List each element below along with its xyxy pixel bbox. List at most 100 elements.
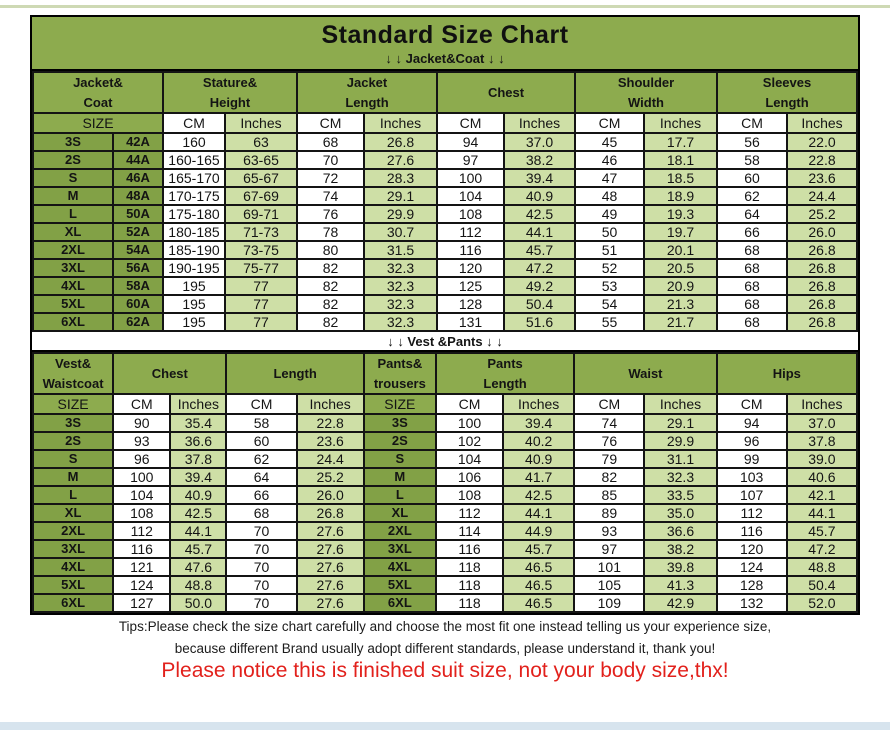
pants-size-cell: XL — [362, 503, 437, 523]
cm-value-cell: 170-175 — [162, 186, 226, 206]
unit-column-header: CM — [573, 393, 646, 415]
pants-size-cell: 3XL — [362, 539, 437, 559]
inches-value-cell: 77 — [224, 294, 298, 314]
unit-column-header: Inches — [224, 112, 298, 134]
column-group-header: Chest — [112, 352, 228, 395]
size-row: 3S 42A 160 63 68 26.8 94 37.0 45 17.7 56 22.0 — [32, 132, 859, 152]
cm-value-cell: 94 — [715, 413, 788, 433]
size-cell: M — [31, 467, 115, 487]
inches-value-cell: 23.6 — [295, 431, 365, 451]
cm-value-cell: 97 — [573, 539, 646, 559]
inches-value-cell: 65-67 — [224, 168, 298, 188]
size-cell: 5XL — [31, 575, 115, 595]
inches-value-cell: 40.9 — [502, 449, 576, 469]
inches-value-cell: 27.6 — [295, 575, 365, 595]
cm-value-cell: 120 — [436, 258, 506, 278]
inches-value-cell: 19.7 — [643, 222, 719, 242]
inches-value-cell: 35.4 — [169, 413, 228, 433]
size-row: 3XL 56A 190-195 75-77 82 32.3 120 47.2 52 20.5 68 2… — [32, 258, 859, 278]
size-cell: 3XL — [31, 539, 115, 559]
pants-size-cell: 2XL — [362, 521, 437, 541]
cm-value-cell: 82 — [296, 276, 365, 296]
size-row: S 96 37.8 62 24.4 S 104 40.9 79 31.1 99 39.0 — [31, 449, 859, 469]
cm-value-cell: 70 — [225, 557, 298, 577]
cm-value-cell: 118 — [434, 557, 505, 577]
size-cell: 2S — [32, 150, 114, 170]
size-cell: L — [31, 485, 115, 505]
size-cell: 3S — [32, 132, 114, 152]
inches-value-cell: 42.5 — [169, 503, 228, 523]
size-row: 5XL 60A 195 77 82 32.3 128 50.4 54 21.3 68 26.8 — [32, 294, 859, 314]
inches-value-cell: 26.8 — [786, 312, 859, 332]
size-row: 3S 90 35.4 58 22.8 3S 100 39.4 74 29.1 94 37.0 — [31, 413, 859, 433]
cm-value-cell: 100 — [436, 168, 506, 188]
cm-value-cell: 68 — [716, 312, 789, 332]
bottom-edge-strip — [0, 722, 890, 730]
cm-value-cell: 128 — [436, 294, 506, 314]
pants-size-cell: 5XL — [362, 575, 437, 595]
size-code-cell: 50A — [112, 204, 164, 224]
inches-value-cell: 39.4 — [169, 467, 228, 487]
column-group-header: Vest& Waistcoat — [31, 352, 115, 395]
inches-value-cell: 32.3 — [362, 312, 439, 332]
cm-value-cell: 108 — [112, 503, 172, 523]
inches-value-cell: 44.1 — [503, 222, 577, 242]
inches-value-cell: 20.9 — [643, 276, 719, 296]
inches-value-cell: 71-73 — [224, 222, 298, 242]
unit-column-header: Inches — [503, 112, 577, 134]
cm-value-cell: 62 — [225, 449, 298, 469]
size-cell: 4XL — [31, 557, 115, 577]
cm-value-cell: 195 — [162, 276, 226, 296]
cm-value-cell: 195 — [162, 312, 226, 332]
inches-value-cell: 46.5 — [502, 575, 576, 595]
cm-value-cell: 82 — [296, 294, 365, 314]
unit-column-header: Inches — [643, 112, 719, 134]
cm-value-cell: 94 — [436, 132, 506, 152]
inches-value-cell: 35.0 — [643, 503, 718, 523]
cm-value-cell: 68 — [296, 132, 365, 152]
inches-value-cell: 46.5 — [502, 593, 576, 613]
cm-value-cell: 132 — [715, 593, 788, 613]
cm-value-cell: 68 — [716, 276, 789, 296]
size-row: L 50A 175-180 69-71 76 29.9 108 42.5 49 19.3 64 25.… — [32, 204, 859, 224]
inches-value-cell: 29.9 — [362, 204, 439, 224]
inches-value-cell: 33.5 — [643, 485, 718, 505]
cm-value-cell: 125 — [436, 276, 506, 296]
pants-size-cell: L — [362, 485, 437, 505]
inches-value-cell: 37.8 — [785, 431, 859, 451]
inches-value-cell: 47.2 — [503, 258, 577, 278]
column-group-header: Jacket Length — [295, 71, 439, 114]
inches-value-cell: 26.8 — [362, 132, 439, 152]
cm-value-cell: 52 — [574, 258, 646, 278]
cm-value-cell: 60 — [716, 168, 789, 188]
inches-value-cell: 26.0 — [295, 485, 365, 505]
inches-value-cell: 24.4 — [786, 186, 859, 206]
unit-column-header: Inches — [785, 393, 859, 415]
cm-value-cell: 160-165 — [162, 150, 226, 170]
inches-value-cell: 44.1 — [502, 503, 576, 523]
size-code-cell: 42A — [112, 132, 164, 152]
size-row: L 104 40.9 66 26.0 L 108 42.5 85 33.5 107 42.1 — [31, 485, 859, 505]
size-row: 2XL 54A 185-190 73-75 80 31.5 116 45.7 51 20.1 68 2… — [32, 240, 859, 260]
vest-section-label: ↓ ↓ Vest &Pants ↓ ↓ — [32, 332, 858, 352]
cm-value-cell: 46 — [574, 150, 646, 170]
cm-value-cell: 82 — [296, 258, 365, 278]
size-code-cell: 62A — [112, 312, 164, 332]
cm-value-cell: 118 — [434, 575, 505, 595]
inches-value-cell: 26.8 — [786, 258, 859, 278]
cm-value-cell: 48 — [574, 186, 646, 206]
cm-value-cell: 116 — [715, 521, 788, 541]
cm-value-cell: 70 — [225, 575, 298, 595]
cm-value-cell: 124 — [715, 557, 788, 577]
cm-value-cell: 78 — [296, 222, 365, 242]
inches-value-cell: 28.3 — [362, 168, 439, 188]
inches-value-cell: 40.9 — [169, 485, 228, 505]
size-row: 6XL 127 50.0 70 27.6 6XL 118 46.5 109 42.9 132 52.0 — [31, 593, 859, 613]
inches-value-cell: 67-69 — [224, 186, 298, 206]
cm-value-cell: 66 — [716, 222, 789, 242]
page-title: Standard Size Chart — [321, 21, 569, 49]
cm-value-cell: 70 — [225, 593, 298, 613]
inches-value-cell: 26.8 — [295, 503, 365, 523]
cm-value-cell: 64 — [225, 467, 298, 487]
unit-column-header: Inches — [786, 112, 859, 134]
